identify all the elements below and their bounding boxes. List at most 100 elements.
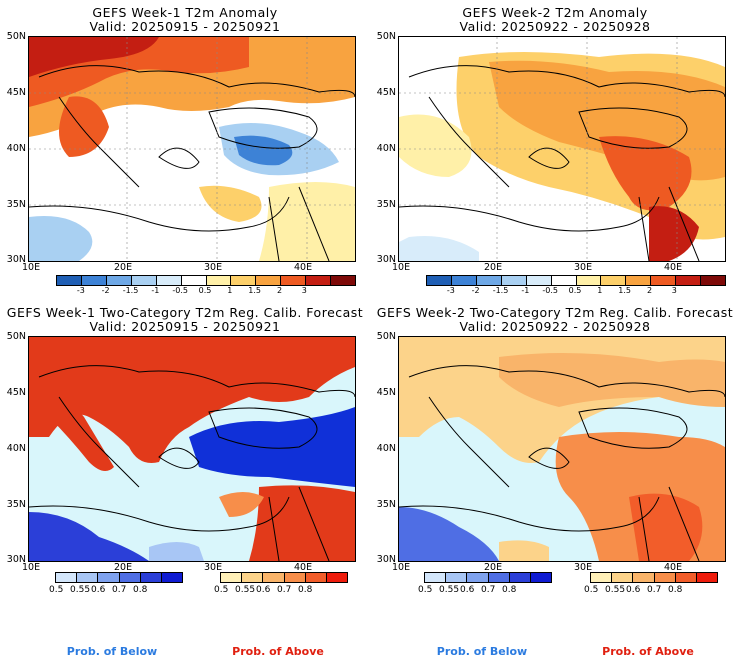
colorbar-swatch xyxy=(131,276,157,285)
lat-label: 50N xyxy=(376,31,396,42)
lon-label: 40E xyxy=(664,562,683,573)
lon-label: 20E xyxy=(484,562,503,573)
colorbar-tick-label: 2 xyxy=(646,286,653,295)
lat-label: 40N xyxy=(6,443,26,454)
lat-label: 45N xyxy=(6,87,26,98)
lat-label: 30N xyxy=(6,254,26,265)
panel-week2-anomaly: GEFS Week-2 T2m Anomaly Valid: 20250922 … xyxy=(370,0,740,300)
colorbar-tick-label: -1 xyxy=(521,286,530,295)
lat-label: 35N xyxy=(6,499,26,510)
colorbar-swatch xyxy=(306,276,332,285)
colorbar-swatch xyxy=(161,573,183,582)
colorbar-swatch xyxy=(119,573,141,582)
lon-label: 10E xyxy=(22,562,41,573)
lat-label: 45N xyxy=(6,387,26,398)
colorbar-tick-label: -0.5 xyxy=(542,286,558,295)
prob-below-label: Prob. of Below xyxy=(66,645,158,658)
colorbar-tick-label: -3 xyxy=(76,286,85,295)
lon-label: 30E xyxy=(574,562,593,573)
colorbar-swatch xyxy=(676,276,702,285)
colorbar-tick-label: 2 xyxy=(276,286,283,295)
colorbar-tick-label: 0.8 xyxy=(298,585,313,595)
colorbar-swatch xyxy=(501,276,527,285)
colorbar-swatch xyxy=(467,573,489,582)
lon-label: 40E xyxy=(294,262,313,273)
below-colorbar-right xyxy=(424,572,552,583)
colorbar-swatch xyxy=(140,573,162,582)
lat-label: 45N xyxy=(376,87,396,98)
anomaly-colorbar-right xyxy=(426,275,726,286)
colorbar-tick-label: 0.6 xyxy=(460,585,475,595)
colorbar-tick-label: -1.5 xyxy=(492,286,509,295)
colorbar-tick-label: -0.5 xyxy=(172,286,188,295)
lat-label: 50N xyxy=(6,331,26,342)
lat-label: 50N xyxy=(376,331,396,342)
colorbar-swatch xyxy=(206,276,232,285)
panel-week1-anomaly: GEFS Week-1 T2m Anomaly Valid: 20250915 … xyxy=(0,0,370,300)
anomaly-map-svg xyxy=(29,37,355,261)
colorbar-swatch xyxy=(675,573,697,582)
probability-map-svg xyxy=(399,337,725,561)
lon-label: 40E xyxy=(294,562,313,573)
lon-label: 40E xyxy=(664,262,683,273)
colorbar-swatch xyxy=(488,573,510,582)
colorbar-tick-label: 0.5 xyxy=(568,286,582,295)
panel-title: GEFS Week-1 T2m Anomaly xyxy=(92,5,278,20)
colorbar-swatch xyxy=(633,573,655,582)
map-week1-probability xyxy=(28,336,356,562)
colorbar-swatch xyxy=(221,573,243,582)
colorbar-swatch xyxy=(331,276,356,285)
lat-label: 35N xyxy=(376,499,396,510)
colorbar-swatch xyxy=(476,276,502,285)
colorbar-swatch xyxy=(256,276,282,285)
colorbar-swatch xyxy=(530,573,552,582)
colorbar-swatch xyxy=(156,276,182,285)
lon-label: 20E xyxy=(114,562,133,573)
lon-label: 20E xyxy=(484,262,503,273)
colorbar-tick-label: 0.8 xyxy=(502,585,517,595)
colorbar-swatch xyxy=(98,573,120,582)
colorbar-tick-label: 0.7 xyxy=(647,585,662,595)
colorbar-tick-label: -1 xyxy=(151,286,160,295)
lat-label: 45N xyxy=(376,387,396,398)
anomaly-map-svg xyxy=(399,37,725,261)
colorbar-swatch xyxy=(326,573,348,582)
colorbar-tick-label: 0.5 xyxy=(214,585,229,595)
lat-label: 30N xyxy=(376,554,396,565)
panel-subtitle: Valid: 20250915 - 20250921 xyxy=(89,19,281,34)
lon-label: 10E xyxy=(392,262,411,273)
anomaly-colorbar-left xyxy=(56,275,356,286)
colorbar-tick-label: 0.7 xyxy=(277,585,292,595)
colorbar-swatch xyxy=(305,573,327,582)
lat-label: 35N xyxy=(6,199,26,210)
colorbar-swatch xyxy=(231,276,257,285)
panel-subtitle: Valid: 20250922 - 20250928 xyxy=(459,19,651,34)
colorbar-swatch xyxy=(425,573,447,582)
colorbar-tick-label: 0.6 xyxy=(626,585,641,595)
colorbar-swatch xyxy=(601,276,627,285)
prob-above-label: Prob. of Above xyxy=(232,645,324,658)
panel-subtitle: Valid: 20250922 - 20250928 xyxy=(459,319,651,334)
lat-label: 35N xyxy=(376,199,396,210)
colorbar-swatch xyxy=(106,276,132,285)
above-colorbar-left xyxy=(220,572,348,583)
colorbar-tick-label: 3 xyxy=(671,286,677,295)
lat-label: 40N xyxy=(376,143,396,154)
colorbar-swatch xyxy=(181,276,207,285)
colorbar-swatch xyxy=(284,573,306,582)
panel-title: GEFS Week-2 T2m Anomaly xyxy=(462,5,648,20)
colorbar-tick-label: 0.55 xyxy=(70,585,91,595)
map-week1-anomaly xyxy=(28,36,356,262)
colorbar-tick-label: 1 xyxy=(227,286,233,295)
lon-label: 10E xyxy=(22,262,41,273)
map-week2-anomaly xyxy=(398,36,726,262)
colorbar-swatch xyxy=(77,573,99,582)
colorbar-swatch xyxy=(242,573,264,582)
colorbar-swatch xyxy=(591,573,613,582)
map-week2-probability xyxy=(398,336,726,562)
colorbar-tick-label: 0.55 xyxy=(235,585,256,595)
panel-title: GEFS Week-1 Two-Category T2m Reg. Calib.… xyxy=(6,305,364,320)
panel-week2-probability: GEFS Week-2 Two-Category T2m Reg. Calib.… xyxy=(370,300,740,600)
lat-label: 40N xyxy=(6,143,26,154)
colorbar-tick-label: 0.55 xyxy=(439,585,460,595)
